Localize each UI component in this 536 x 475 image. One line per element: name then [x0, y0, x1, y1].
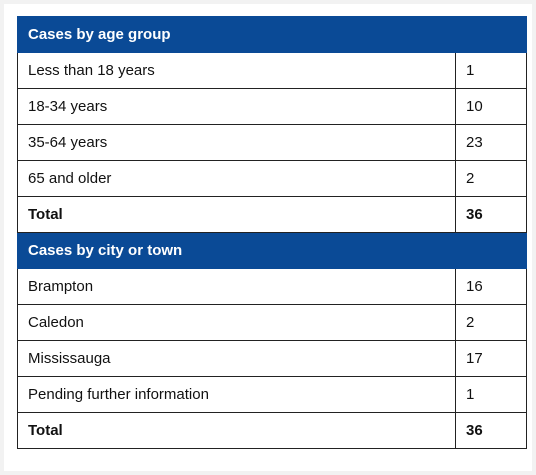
section-header-age-group: Cases by age group	[16, 16, 528, 53]
total-label: Total	[17, 196, 456, 233]
row-value: 23	[454, 124, 528, 161]
row-value: 1	[454, 52, 528, 89]
row-value: 1	[454, 376, 528, 413]
row-label: 18-34 years	[17, 88, 456, 125]
table-row: Less than 18 years 1	[17, 52, 528, 89]
row-value: 10	[454, 88, 528, 125]
cases-table: Cases by age group Less than 18 years 1 …	[16, 16, 528, 449]
total-row-age: Total 36	[17, 196, 528, 233]
section-header-row-city: Cases by city or town	[16, 232, 528, 269]
total-label: Total	[17, 412, 456, 449]
row-value: 17	[454, 340, 528, 377]
row-label: Caledon	[17, 304, 456, 341]
row-value: 2	[454, 304, 528, 341]
table-row: 18-34 years 10	[17, 88, 528, 125]
table-row: Caledon 2	[17, 304, 528, 341]
table-row: Pending further information 1	[17, 376, 528, 413]
row-label: 35-64 years	[17, 124, 456, 161]
table-row: 65 and older 2	[17, 160, 528, 197]
total-value: 36	[454, 412, 528, 449]
table-row: Brampton 16	[17, 268, 528, 305]
row-label: Pending further information	[17, 376, 456, 413]
row-label: Brampton	[17, 268, 456, 305]
row-label: 65 and older	[17, 160, 456, 197]
table-row: Mississauga 17	[17, 340, 528, 377]
content-card: Cases by age group Less than 18 years 1 …	[4, 4, 532, 471]
row-label: Mississauga	[17, 340, 456, 377]
row-value: 2	[454, 160, 528, 197]
total-row-city: Total 36	[17, 412, 528, 449]
section-header-city-town: Cases by city or town	[16, 232, 528, 269]
row-label: Less than 18 years	[17, 52, 456, 89]
total-value: 36	[454, 196, 528, 233]
section-header-row-age: Cases by age group	[16, 16, 528, 53]
row-value: 16	[454, 268, 528, 305]
table-row: 35-64 years 23	[17, 124, 528, 161]
